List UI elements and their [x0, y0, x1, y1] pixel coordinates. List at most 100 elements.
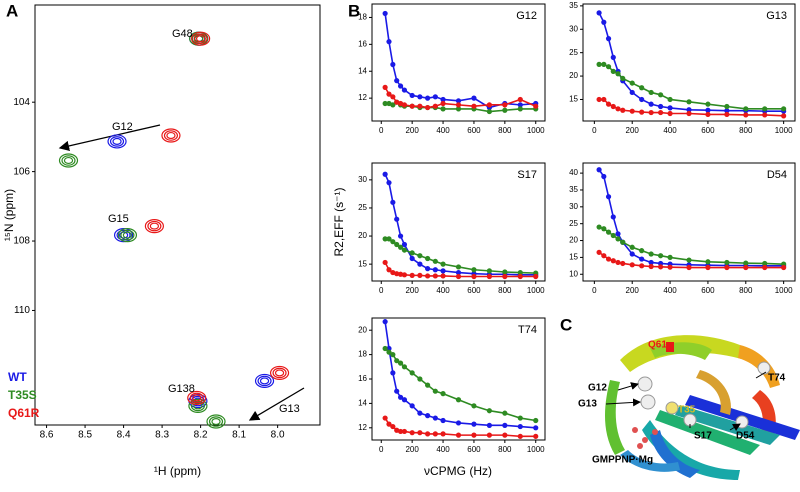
data-point [517, 273, 523, 280]
x-tick-label: 800 [498, 126, 512, 135]
data-point [386, 39, 392, 45]
peak [107, 134, 127, 149]
data-point [417, 253, 423, 259]
y-tick-label: 18 [358, 13, 367, 22]
annotation: G13 [279, 403, 300, 415]
x-tick-label: 200 [626, 286, 640, 295]
fit-line [384, 173, 536, 276]
data-point [648, 89, 654, 96]
data-point [762, 264, 768, 271]
fit-line [598, 12, 784, 112]
data-point [471, 103, 477, 109]
data-point [781, 113, 787, 119]
data-point [432, 415, 438, 421]
data-point [432, 94, 438, 100]
data-point [432, 431, 438, 437]
data-point [517, 106, 523, 112]
plot-frame [371, 3, 546, 122]
x-tick-label: 200 [626, 126, 640, 135]
fit-line [384, 347, 536, 422]
data-point [425, 382, 431, 388]
data-point [517, 423, 523, 430]
data-point [705, 264, 711, 271]
y-tick-label: 20 [358, 231, 367, 240]
data-point [440, 431, 446, 437]
data-point [394, 358, 400, 364]
panel-letter: A [6, 1, 18, 20]
x-tick-label: 800 [498, 445, 512, 454]
residue-label: T35 [678, 405, 696, 416]
data-point [425, 273, 431, 279]
y-tick-label: 20 [569, 236, 578, 245]
chart-title: T74 [518, 324, 537, 336]
x-tick-label: 400 [663, 126, 677, 135]
contour [163, 130, 179, 141]
data-point [382, 415, 388, 421]
data-point [610, 232, 616, 239]
data-point [620, 75, 626, 82]
y-tick-label: 30 [569, 202, 578, 211]
data-point [386, 421, 392, 427]
fit-line [384, 13, 536, 109]
data-point [596, 96, 602, 103]
data-point [610, 103, 616, 110]
data-point [382, 10, 388, 17]
peak [206, 414, 226, 429]
plot-frame [582, 162, 796, 282]
contour [272, 367, 287, 379]
residue-label: GMPPNP·Mg [592, 455, 653, 466]
data-point [382, 345, 388, 352]
data-point [486, 408, 492, 414]
data-point [432, 103, 438, 109]
y-tick-label: 18 [358, 350, 367, 359]
data-point [486, 268, 492, 274]
x-axis-label: νCPMG (Hz) [424, 464, 492, 478]
data-point [610, 214, 616, 220]
contour [259, 377, 270, 385]
data-point [409, 250, 415, 256]
residue-label: D54 [736, 431, 755, 442]
data-point [397, 83, 404, 89]
data-point [390, 102, 396, 108]
data-point [658, 92, 664, 98]
data-point [517, 415, 523, 421]
data-point [658, 103, 664, 110]
y-tick-label: 25 [569, 219, 578, 228]
chart-title: G13 [766, 10, 787, 22]
data-point [432, 258, 438, 264]
data-point [658, 109, 664, 116]
data-point [440, 268, 446, 274]
data-point [502, 273, 508, 280]
legend-label: WT [8, 370, 27, 384]
x-axis-label: ¹H (ppm) [154, 464, 201, 478]
panel-letter: B [348, 1, 360, 20]
arrow [58, 124, 161, 152]
data-point [639, 85, 645, 91]
data-point [455, 264, 462, 270]
data-point [686, 99, 692, 105]
data-point [610, 258, 616, 264]
y-tick-label: 35 [569, 1, 578, 10]
y-tick-label: 30 [569, 24, 578, 33]
data-point [601, 226, 607, 232]
contour [187, 390, 207, 406]
data-point [397, 394, 404, 400]
data-point [390, 199, 396, 205]
data-point [615, 71, 621, 77]
data-point [382, 236, 388, 242]
data-point [401, 364, 408, 370]
x-tick-label: 400 [663, 286, 677, 295]
data-point [386, 267, 392, 273]
y-tick-label: 15 [358, 259, 367, 268]
data-point [386, 349, 392, 355]
data-point [397, 244, 404, 250]
data-point [425, 431, 431, 437]
data-point [615, 231, 621, 237]
data-point [658, 253, 664, 259]
data-point [401, 87, 408, 93]
contour [61, 155, 76, 166]
data-point [471, 267, 477, 273]
y-tick-label: 14 [358, 66, 367, 75]
data-point [724, 264, 730, 271]
